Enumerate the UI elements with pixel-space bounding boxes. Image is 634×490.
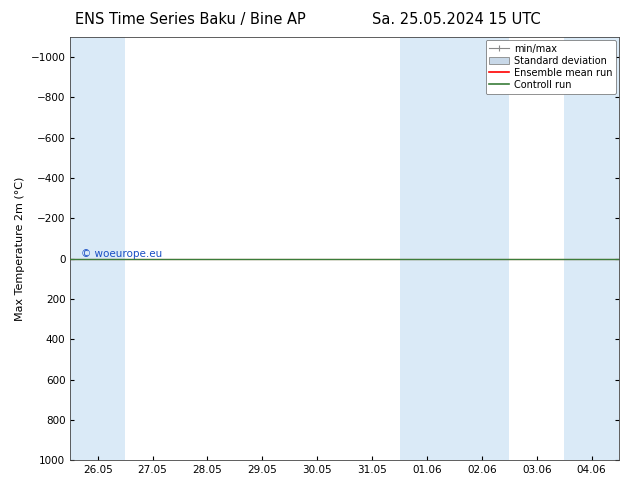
Bar <box>564 37 619 460</box>
Text: © woeurope.eu: © woeurope.eu <box>81 248 162 259</box>
Y-axis label: Max Temperature 2m (°C): Max Temperature 2m (°C) <box>15 176 25 321</box>
Legend: min/max, Standard deviation, Ensemble mean run, Controll run: min/max, Standard deviation, Ensemble me… <box>486 40 616 94</box>
Text: Sa. 25.05.2024 15 UTC: Sa. 25.05.2024 15 UTC <box>372 12 541 27</box>
Text: ENS Time Series Baku / Bine AP: ENS Time Series Baku / Bine AP <box>75 12 306 27</box>
Bar <box>399 37 509 460</box>
Bar <box>70 37 125 460</box>
